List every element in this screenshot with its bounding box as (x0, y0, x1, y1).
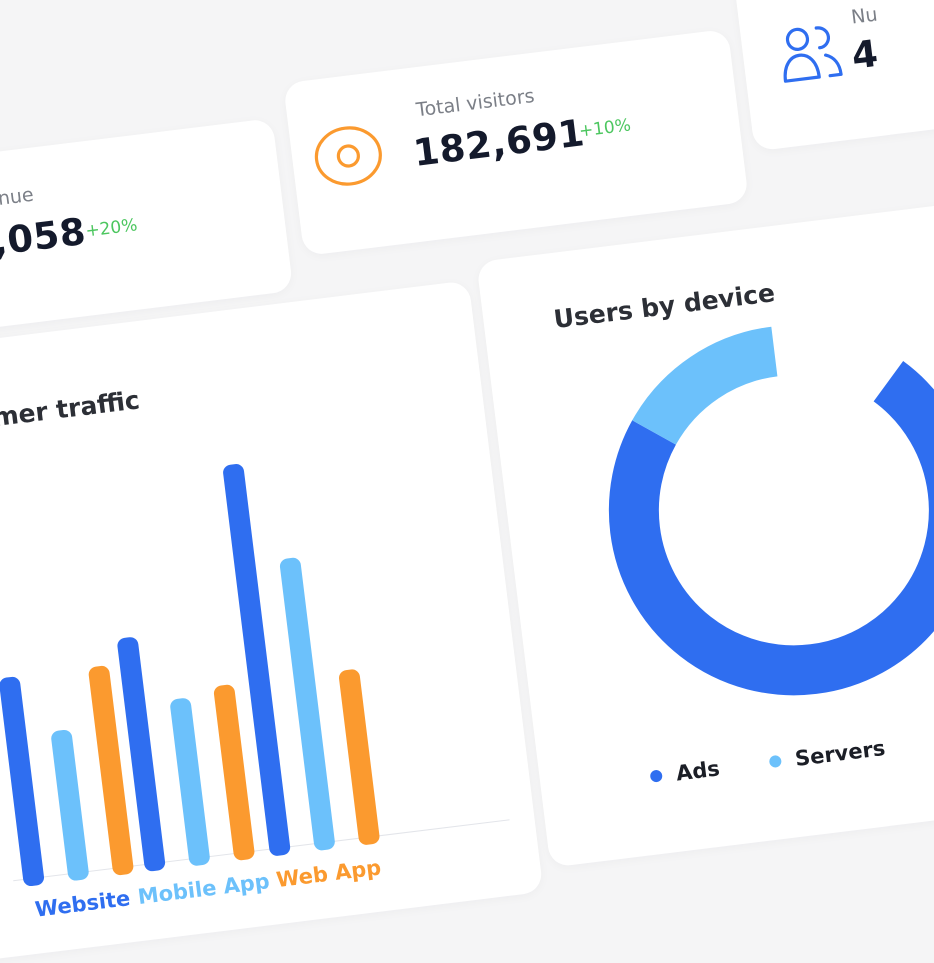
traffic-bar-chart: Website Mobile App Web App (0, 280, 544, 963)
donut-slice-ads (608, 325, 934, 696)
users-value: 4 (849, 31, 881, 78)
legend-item-ads: Ads (649, 756, 721, 788)
visitors-value: 182,691 (410, 111, 587, 175)
revenue-delta: +20% (84, 215, 139, 242)
revenue-value: 148,058 (0, 209, 89, 274)
device-donut-chart (608, 325, 934, 696)
visitors-delta: +10% (577, 115, 632, 142)
traffic-bar (169, 697, 211, 867)
legend-dot (768, 754, 783, 769)
visitors-label: Total visitors (414, 84, 536, 122)
users-card: Nu 4 (733, 0, 934, 152)
revenue-label: al revenue (0, 183, 35, 218)
traffic-bar (338, 668, 381, 846)
dashboard: al revenue 148,058 +20% Total visitors 1… (0, 0, 934, 922)
eye-icon (309, 122, 388, 194)
traffic-bar (50, 729, 90, 882)
traffic-category-label: Website (33, 886, 132, 922)
legend-label: Servers (793, 736, 887, 771)
legend-label: Ads (674, 756, 722, 786)
users-icon (776, 18, 848, 91)
visitors-card: Total visitors 182,691 +10% (283, 28, 749, 257)
traffic-category-label: Mobile App (136, 869, 271, 910)
traffic-bar (0, 676, 45, 887)
users-by-device-card: Users by device Ads Servers (476, 198, 934, 868)
traffic-bar (279, 557, 336, 852)
legend-item-servers: Servers (768, 736, 887, 774)
traffic-bar (213, 683, 256, 862)
legend-dot (649, 769, 663, 783)
customer-traffic-card: stomer traffic Website Mobile App Web App (0, 280, 544, 963)
users-label: Nu (849, 3, 879, 29)
donut-slice-servers (608, 325, 934, 696)
